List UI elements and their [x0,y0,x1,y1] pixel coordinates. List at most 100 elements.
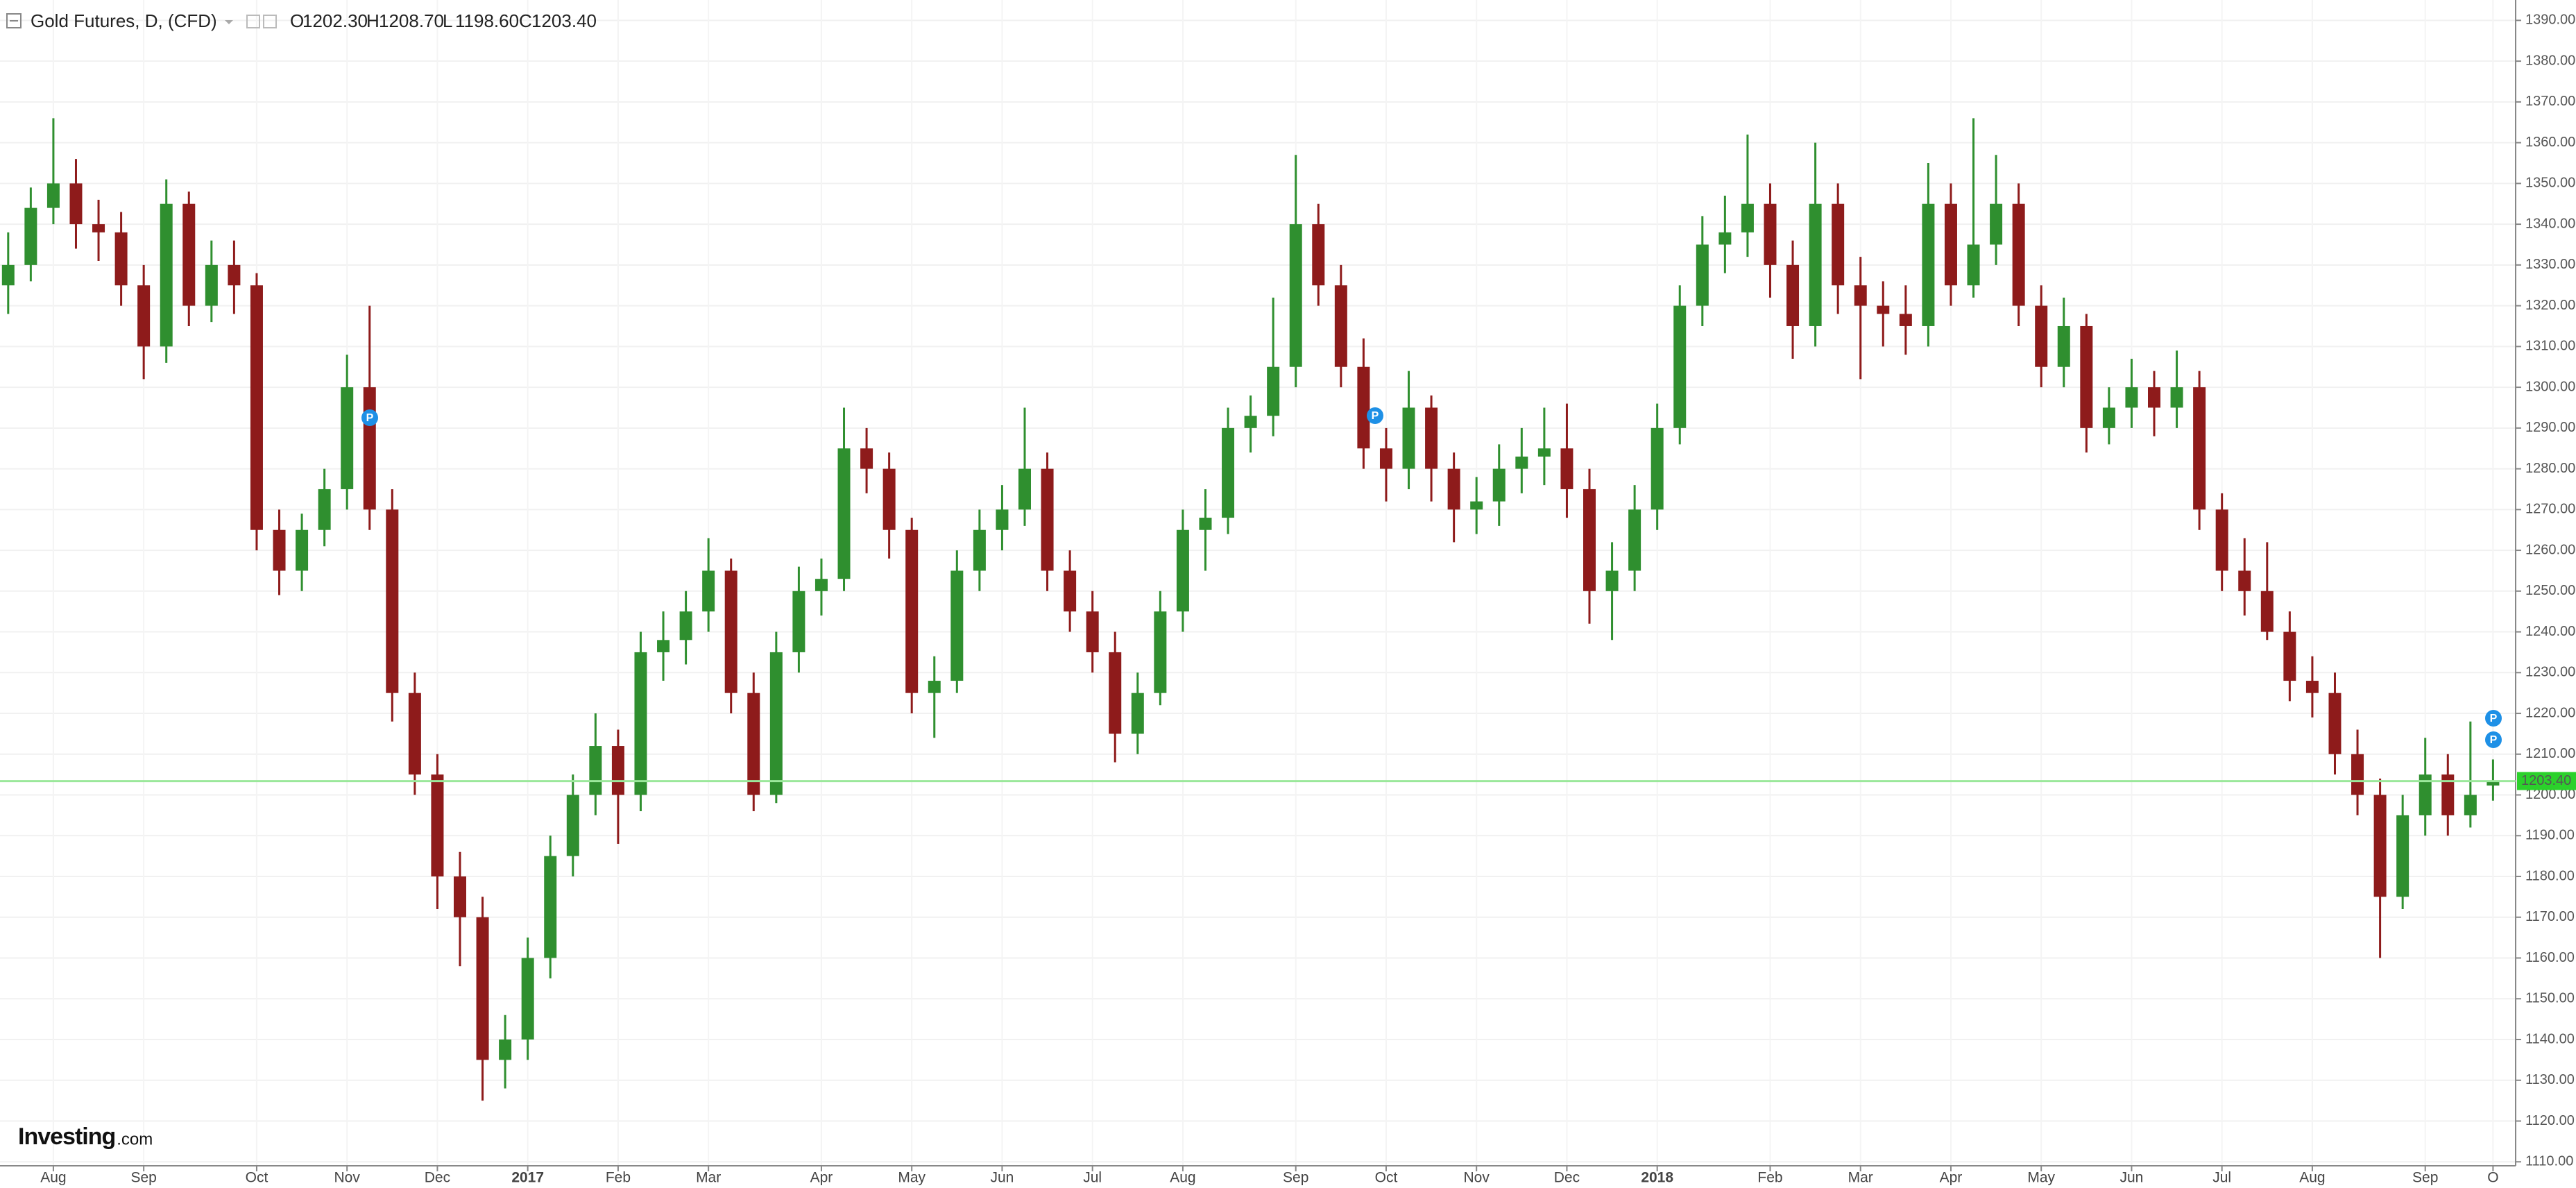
candle-body [1990,203,2003,245]
x-tick-label: Mar [696,1170,721,1186]
candle-body [1673,305,1687,428]
x-tick-label: Aug [40,1170,66,1186]
marker-label: P [1372,410,1379,422]
settings-icon[interactable] [246,15,260,28]
x-tick-label: Jul [1083,1170,1102,1186]
candle-body [611,746,624,795]
candle-body [1605,570,1619,591]
candle-body [1312,224,1325,286]
candle-body [1402,407,1415,469]
candle-body [1809,203,1822,326]
collapse-button[interactable] [6,13,22,28]
candle-body [634,652,647,795]
candle-body [566,795,579,856]
candle-body [769,652,783,795]
close-icon[interactable] [263,15,277,28]
candle-body [1537,448,1551,457]
candle-body [160,203,173,347]
x-tick-label: Apr [1940,1170,1963,1186]
candle-body [318,489,331,530]
y-tick-label: 1120.00 [2525,1113,2575,1128]
candle-body [1064,570,1077,612]
candle-body [702,570,715,612]
y-tick-label: 1290.00 [2525,420,2575,435]
y-tick-label: 1270.00 [2525,502,2575,517]
candle-body [1967,244,1980,286]
candle-body [837,448,851,579]
candle-body [1018,468,1031,510]
y-tick-label: 1240.00 [2525,624,2575,639]
x-tick-label: May [898,1170,926,1186]
ohlc-value: 1203.40 [531,10,597,31]
candle-body [2238,570,2251,591]
candle-body [431,774,444,877]
y-tick-label: 1210.00 [2525,746,2575,761]
candle-body [1,264,15,286]
marker [2485,710,2502,727]
candle-body [882,468,896,530]
y-tick-label: 1320.00 [2525,298,2575,313]
y-tick-label: 1220.00 [2525,705,2575,720]
candle-body [1650,427,1664,510]
candle-body [1899,314,1912,326]
title-dropdown[interactable] [225,20,233,24]
x-tick-label: O [2487,1170,2498,1186]
x-tick-label: Feb [606,1170,631,1186]
y-tick-label: 1280.00 [2525,461,2575,476]
chart-title: Gold Futures, D, (CFD) [31,10,217,31]
candle-body [2419,774,2432,815]
candle-body [228,264,241,286]
y-tick-label: 1250.00 [2525,583,2575,598]
candle-body [341,387,354,489]
candle-body [1176,529,1189,612]
current-price-label: 1203.40 [2521,773,2571,788]
candle-body [205,264,218,306]
candle-body [2170,387,2183,408]
marker [1367,407,1383,424]
candle-body [2260,591,2274,632]
candle-body [2080,325,2093,428]
current-price-box [2517,772,2576,790]
candle-body [1470,501,1483,510]
y-tick-label: 1140.00 [2525,1031,2575,1046]
candle-body [2441,774,2455,815]
y-tick-label: 1130.00 [2525,1072,2575,1087]
x-tick-label: Sep [2412,1170,2438,1186]
candle-body [521,958,534,1040]
x-tick-label: Nov [1464,1170,1490,1186]
y-tick-label: 1180.00 [2525,868,2575,883]
x-tick-label: Feb [1757,1170,1782,1186]
marker [2485,731,2502,748]
watermark-brand: Investing [18,1123,115,1150]
candle-body [1334,285,1347,367]
candle-body [1289,224,1302,367]
y-tick-label: 1160.00 [2525,950,2575,965]
candle-body [589,746,602,795]
marker-label: P [366,412,374,424]
candle-body [1944,203,1957,286]
watermark-suffix: .com [117,1130,153,1148]
candle-body [137,285,151,347]
candle-body [1854,285,1867,306]
y-tick-label: 1330.00 [2525,257,2575,272]
candle-body [679,611,692,640]
candle-body [273,529,286,571]
candle-body [1515,456,1528,469]
x-tick-label: May [2027,1170,2055,1186]
candle-body [860,448,873,469]
y-tick-label: 1350.00 [2525,176,2575,191]
candle-body [1425,407,1438,469]
y-tick-label: 1200.00 [2525,787,2575,802]
x-tick-label: Aug [2299,1170,2325,1186]
candle-body [1583,489,1596,591]
candle-body [1109,652,1122,734]
candle-body [814,579,828,591]
candle-body [1222,427,1235,518]
ohlc-value: 1198.60 [455,10,519,31]
x-tick-label: 2018 [1641,1170,1673,1186]
candle-body [2057,325,2070,367]
marker [361,409,378,426]
candle-body [1832,203,1845,286]
